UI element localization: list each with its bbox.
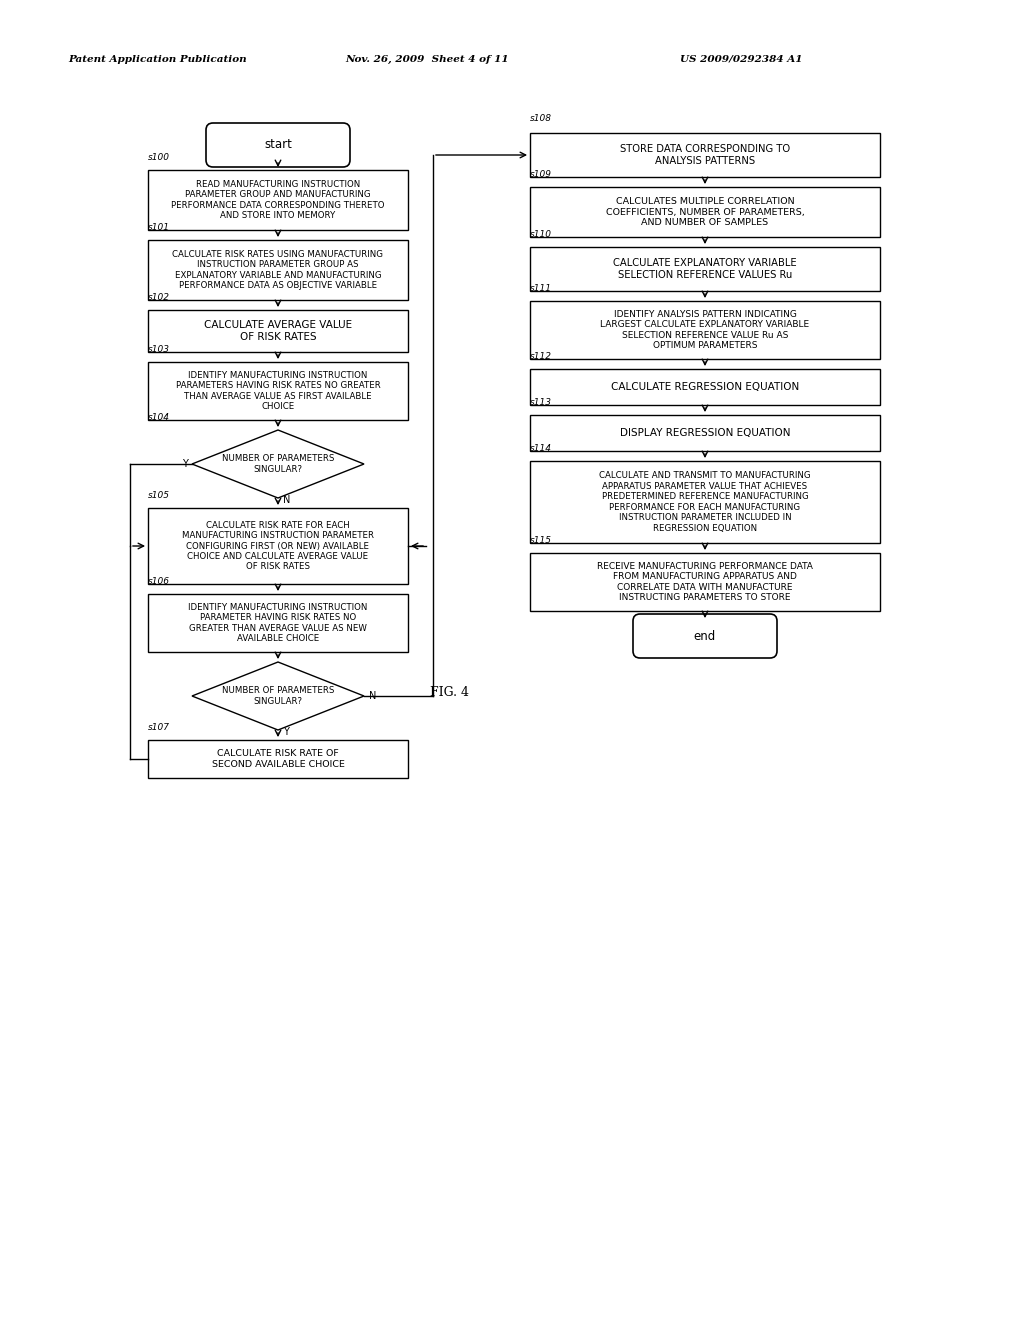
FancyBboxPatch shape — [530, 553, 880, 611]
Text: s111: s111 — [530, 284, 552, 293]
FancyBboxPatch shape — [148, 310, 408, 352]
FancyBboxPatch shape — [148, 741, 408, 777]
Text: s106: s106 — [148, 577, 170, 586]
Text: READ MANUFACTURING INSTRUCTION
PARAMETER GROUP AND MANUFACTURING
PERFORMANCE DAT: READ MANUFACTURING INSTRUCTION PARAMETER… — [171, 180, 385, 220]
Text: CALCULATE RISK RATE FOR EACH
MANUFACTURING INSTRUCTION PARAMETER
CONFIGURING FIR: CALCULATE RISK RATE FOR EACH MANUFACTURI… — [182, 520, 374, 572]
Text: s104: s104 — [148, 413, 170, 422]
Text: s105: s105 — [148, 491, 170, 500]
Text: CALCULATE REGRESSION EQUATION: CALCULATE REGRESSION EQUATION — [611, 381, 799, 392]
Text: CALCULATE EXPLANATORY VARIABLE
SELECTION REFERENCE VALUES Ru: CALCULATE EXPLANATORY VARIABLE SELECTION… — [613, 259, 797, 280]
Text: s115: s115 — [530, 536, 552, 545]
Text: s110: s110 — [530, 230, 552, 239]
Text: Nov. 26, 2009  Sheet 4 of 11: Nov. 26, 2009 Sheet 4 of 11 — [345, 55, 509, 63]
Polygon shape — [193, 663, 364, 730]
FancyBboxPatch shape — [206, 123, 350, 168]
Text: s109: s109 — [530, 170, 552, 180]
Text: N: N — [283, 495, 291, 506]
Text: IDENTIFY MANUFACTURING INSTRUCTION
PARAMETER HAVING RISK RATES NO
GREATER THAN A: IDENTIFY MANUFACTURING INSTRUCTION PARAM… — [188, 603, 368, 643]
FancyBboxPatch shape — [530, 370, 880, 405]
FancyBboxPatch shape — [530, 247, 880, 290]
Text: s113: s113 — [530, 399, 552, 407]
Text: IDENTIFY MANUFACTURING INSTRUCTION
PARAMETERS HAVING RISK RATES NO GREATER
THAN : IDENTIFY MANUFACTURING INSTRUCTION PARAM… — [176, 371, 380, 411]
FancyBboxPatch shape — [148, 508, 408, 583]
FancyBboxPatch shape — [633, 614, 777, 657]
Text: s112: s112 — [530, 352, 552, 360]
FancyBboxPatch shape — [530, 187, 880, 238]
Text: FIG. 4: FIG. 4 — [430, 686, 469, 700]
FancyBboxPatch shape — [148, 362, 408, 420]
Text: CALCULATE AND TRANSMIT TO MANUFACTURING
APPARATUS PARAMETER VALUE THAT ACHIEVES
: CALCULATE AND TRANSMIT TO MANUFACTURING … — [599, 471, 811, 532]
FancyBboxPatch shape — [530, 301, 880, 359]
Text: s101: s101 — [148, 223, 170, 232]
Text: s100: s100 — [148, 153, 170, 162]
Text: STORE DATA CORRESPONDING TO
ANALYSIS PATTERNS: STORE DATA CORRESPONDING TO ANALYSIS PAT… — [620, 144, 791, 166]
Text: CALCULATE RISK RATES USING MANUFACTURING
INSTRUCTION PARAMETER GROUP AS
EXPLANAT: CALCULATE RISK RATES USING MANUFACTURING… — [172, 249, 384, 290]
Text: CALCULATES MULTIPLE CORRELATION
COEFFICIENTS, NUMBER OF PARAMETERS,
AND NUMBER O: CALCULATES MULTIPLE CORRELATION COEFFICI… — [605, 197, 805, 227]
Text: CALCULATE RISK RATE OF
SECOND AVAILABLE CHOICE: CALCULATE RISK RATE OF SECOND AVAILABLE … — [212, 750, 344, 768]
Text: CALCULATE AVERAGE VALUE
OF RISK RATES: CALCULATE AVERAGE VALUE OF RISK RATES — [204, 321, 352, 342]
Text: s107: s107 — [148, 723, 170, 733]
FancyBboxPatch shape — [148, 594, 408, 652]
Text: NUMBER OF PARAMETERS
SINGULAR?: NUMBER OF PARAMETERS SINGULAR? — [222, 686, 334, 706]
Text: s103: s103 — [148, 345, 170, 354]
Text: s102: s102 — [148, 293, 170, 302]
Text: US 2009/0292384 A1: US 2009/0292384 A1 — [680, 55, 803, 63]
FancyBboxPatch shape — [530, 414, 880, 451]
Text: end: end — [694, 630, 716, 643]
Text: N: N — [369, 690, 377, 701]
Text: Y: Y — [283, 727, 289, 737]
FancyBboxPatch shape — [530, 461, 880, 543]
Polygon shape — [193, 430, 364, 498]
Text: s108: s108 — [530, 114, 552, 123]
Text: DISPLAY REGRESSION EQUATION: DISPLAY REGRESSION EQUATION — [620, 428, 791, 438]
Text: s114: s114 — [530, 444, 552, 453]
Text: Patent Application Publication: Patent Application Publication — [68, 55, 247, 63]
Text: Y: Y — [182, 459, 187, 469]
FancyBboxPatch shape — [148, 170, 408, 230]
Text: IDENTIFY ANALYSIS PATTERN INDICATING
LARGEST CALCULATE EXPLANATORY VARIABLE
SELE: IDENTIFY ANALYSIS PATTERN INDICATING LAR… — [600, 310, 810, 350]
Text: NUMBER OF PARAMETERS
SINGULAR?: NUMBER OF PARAMETERS SINGULAR? — [222, 454, 334, 474]
Text: start: start — [264, 139, 292, 152]
Text: RECEIVE MANUFACTURING PERFORMANCE DATA
FROM MANUFACTURING APPARATUS AND
CORRELAT: RECEIVE MANUFACTURING PERFORMANCE DATA F… — [597, 562, 813, 602]
FancyBboxPatch shape — [148, 240, 408, 300]
FancyBboxPatch shape — [530, 133, 880, 177]
